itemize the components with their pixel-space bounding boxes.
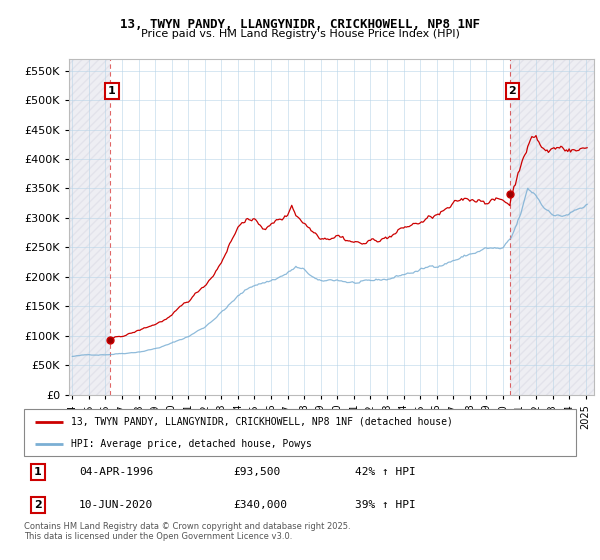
Text: £93,500: £93,500 bbox=[234, 467, 281, 477]
Text: 39% ↑ HPI: 39% ↑ HPI bbox=[355, 500, 416, 510]
Text: 1: 1 bbox=[108, 86, 116, 96]
Text: 42% ↑ HPI: 42% ↑ HPI bbox=[355, 467, 416, 477]
Text: HPI: Average price, detached house, Powys: HPI: Average price, detached house, Powy… bbox=[71, 438, 312, 449]
Text: 04-APR-1996: 04-APR-1996 bbox=[79, 467, 154, 477]
Text: 13, TWYN PANDY, LLANGYNIDR, CRICKHOWELL, NP8 1NF (detached house): 13, TWYN PANDY, LLANGYNIDR, CRICKHOWELL,… bbox=[71, 417, 453, 427]
Text: £340,000: £340,000 bbox=[234, 500, 288, 510]
Bar bbox=[69, 59, 110, 395]
FancyBboxPatch shape bbox=[24, 409, 576, 456]
Text: 2: 2 bbox=[34, 500, 41, 510]
Text: 10-JUN-2020: 10-JUN-2020 bbox=[79, 500, 154, 510]
Text: 1: 1 bbox=[34, 467, 41, 477]
Text: Price paid vs. HM Land Registry's House Price Index (HPI): Price paid vs. HM Land Registry's House … bbox=[140, 29, 460, 39]
Text: Contains HM Land Registry data © Crown copyright and database right 2025.
This d: Contains HM Land Registry data © Crown c… bbox=[24, 522, 350, 542]
Text: 2: 2 bbox=[508, 86, 516, 96]
Text: 13, TWYN PANDY, LLANGYNIDR, CRICKHOWELL, NP8 1NF: 13, TWYN PANDY, LLANGYNIDR, CRICKHOWELL,… bbox=[120, 18, 480, 31]
Bar bbox=[510, 59, 594, 395]
